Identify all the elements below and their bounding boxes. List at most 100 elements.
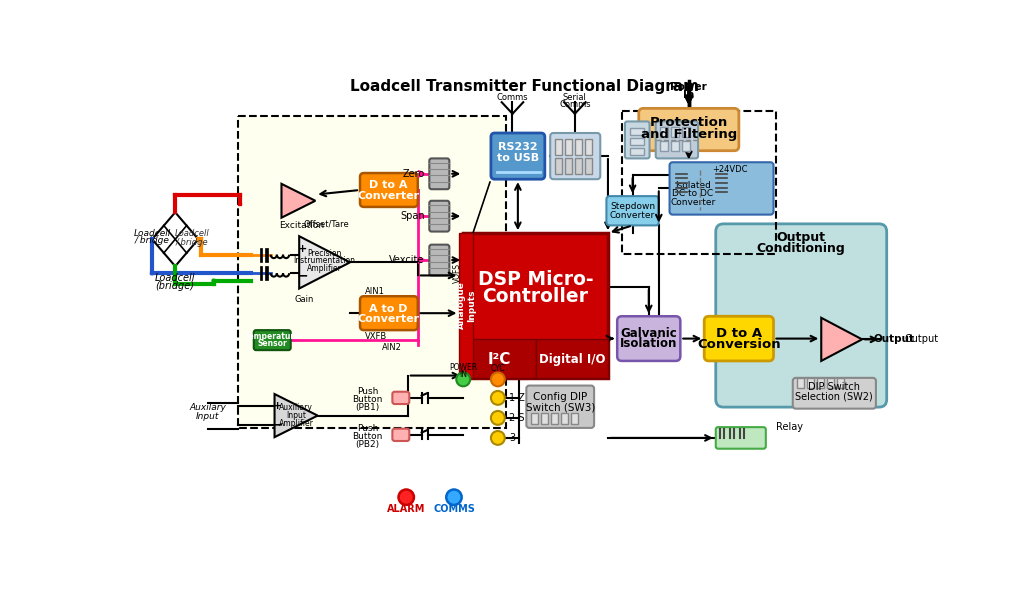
Bar xyxy=(239,116,506,428)
Text: Config DIP: Config DIP xyxy=(534,392,588,402)
Text: (bridge): (bridge) xyxy=(156,281,195,291)
Text: D to A: D to A xyxy=(716,327,762,340)
Text: VOFS: VOFS xyxy=(453,263,462,283)
Bar xyxy=(265,248,267,262)
Circle shape xyxy=(446,490,462,505)
Text: Switch (SW3): Switch (SW3) xyxy=(525,402,595,412)
Polygon shape xyxy=(821,318,862,361)
Text: DC to DC: DC to DC xyxy=(672,189,714,198)
Text: DIP Switch: DIP Switch xyxy=(808,382,860,392)
Bar xyxy=(551,414,558,424)
Circle shape xyxy=(490,411,505,425)
Text: Input: Input xyxy=(196,412,219,421)
FancyBboxPatch shape xyxy=(360,296,418,330)
Text: Gain: Gain xyxy=(295,295,314,304)
Text: AIN1: AIN1 xyxy=(366,287,385,296)
Text: Push: Push xyxy=(357,387,379,396)
Text: DSP Micro-: DSP Micro- xyxy=(478,270,593,289)
FancyBboxPatch shape xyxy=(705,317,773,361)
Bar xyxy=(265,266,267,280)
Bar xyxy=(565,139,571,155)
Bar xyxy=(565,158,571,174)
Text: CYC: CYC xyxy=(490,364,505,373)
Text: Precision: Precision xyxy=(307,249,342,258)
Polygon shape xyxy=(282,184,315,218)
Text: Loadcell: Loadcell xyxy=(155,273,196,283)
Circle shape xyxy=(490,391,505,405)
Text: Span: Span xyxy=(400,211,425,221)
Bar xyxy=(463,339,536,378)
Text: (PB1): (PB1) xyxy=(355,403,380,412)
Text: Isolation: Isolation xyxy=(621,337,678,350)
Text: Output: Output xyxy=(904,334,939,345)
Text: to USB: to USB xyxy=(497,154,539,164)
Circle shape xyxy=(457,372,470,386)
Bar xyxy=(660,140,668,151)
Text: Auxiliary: Auxiliary xyxy=(280,403,313,412)
FancyBboxPatch shape xyxy=(716,224,887,407)
Text: COMMS: COMMS xyxy=(433,504,475,513)
Text: −: − xyxy=(271,418,284,432)
Text: Temperature: Temperature xyxy=(245,332,300,341)
Text: Selection (SW2): Selection (SW2) xyxy=(796,392,873,402)
Text: Converter: Converter xyxy=(357,314,420,324)
Text: Stepdown: Stepdown xyxy=(610,202,655,211)
Circle shape xyxy=(490,431,505,445)
Text: Power: Power xyxy=(671,82,708,92)
Circle shape xyxy=(398,490,414,505)
FancyBboxPatch shape xyxy=(617,317,680,361)
Bar xyxy=(561,414,568,424)
Bar xyxy=(585,139,592,155)
Bar xyxy=(260,248,262,262)
Circle shape xyxy=(211,278,216,283)
Bar xyxy=(631,137,644,145)
Text: Isolated: Isolated xyxy=(675,181,711,190)
Bar xyxy=(571,414,578,424)
Polygon shape xyxy=(299,236,350,289)
Bar xyxy=(463,233,608,378)
FancyBboxPatch shape xyxy=(639,108,739,151)
Text: Conditioning: Conditioning xyxy=(757,242,846,255)
Text: Converter: Converter xyxy=(610,211,655,220)
FancyBboxPatch shape xyxy=(625,121,649,158)
Text: and Filtering: and Filtering xyxy=(641,128,737,141)
FancyBboxPatch shape xyxy=(526,386,594,428)
Text: Offset/Tare: Offset/Tare xyxy=(303,220,349,228)
Text: Relay: Relay xyxy=(776,422,803,432)
Bar xyxy=(531,414,538,424)
Bar xyxy=(260,266,262,280)
Circle shape xyxy=(238,202,243,206)
Bar xyxy=(622,111,776,254)
Circle shape xyxy=(490,372,505,386)
Text: Button: Button xyxy=(352,432,383,441)
Text: +24VDC: +24VDC xyxy=(712,165,748,174)
Bar xyxy=(671,127,679,137)
Bar xyxy=(631,148,644,155)
Text: Converter: Converter xyxy=(670,198,716,207)
Text: +: + xyxy=(273,402,283,411)
Text: Loadcell: Loadcell xyxy=(133,228,171,237)
Text: Controller: Controller xyxy=(482,287,589,306)
Text: I²C: I²C xyxy=(487,352,511,367)
Bar xyxy=(585,158,592,174)
Text: Conversion: Conversion xyxy=(697,338,780,351)
Bar xyxy=(574,139,582,155)
Bar xyxy=(838,378,845,388)
Text: Digital I/O: Digital I/O xyxy=(539,353,605,366)
FancyBboxPatch shape xyxy=(429,201,450,231)
Bar xyxy=(460,233,473,378)
Text: Input: Input xyxy=(286,411,306,420)
Text: Excitation: Excitation xyxy=(279,221,324,230)
FancyBboxPatch shape xyxy=(429,158,450,189)
Text: +: + xyxy=(298,245,307,254)
Text: Loadcell Transmitter Functional Diagram: Loadcell Transmitter Functional Diagram xyxy=(350,79,699,94)
FancyBboxPatch shape xyxy=(254,330,291,350)
FancyBboxPatch shape xyxy=(550,133,600,179)
Bar xyxy=(631,127,644,134)
Text: POWER: POWER xyxy=(450,364,477,372)
Text: In: In xyxy=(683,89,694,99)
FancyBboxPatch shape xyxy=(606,196,658,226)
Polygon shape xyxy=(153,212,199,266)
Text: Push: Push xyxy=(357,424,379,433)
Text: A to D: A to D xyxy=(370,303,408,314)
